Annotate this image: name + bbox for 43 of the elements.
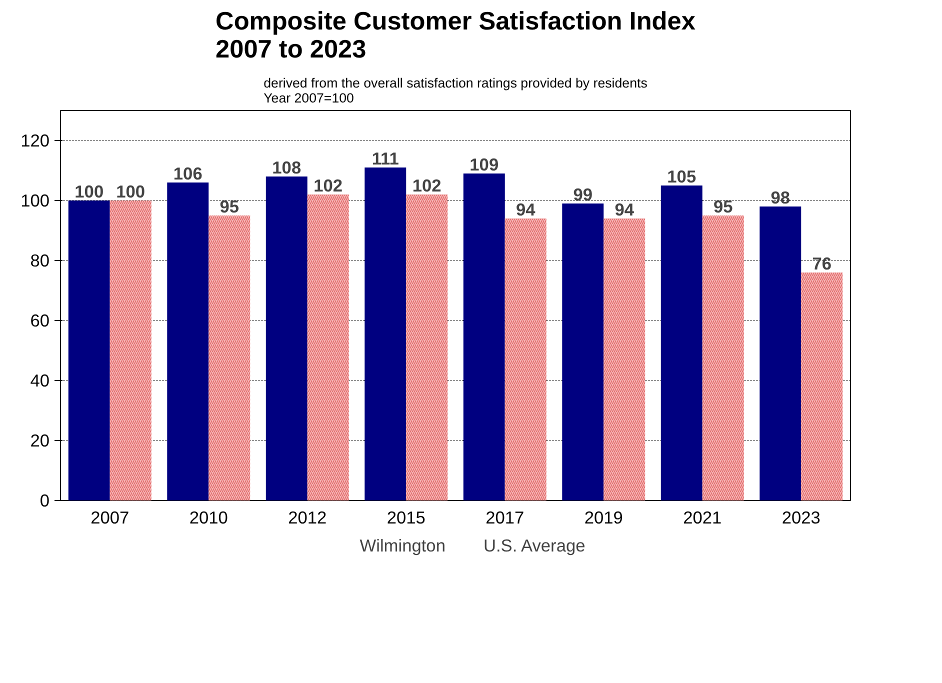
data-label: 111 <box>372 148 400 168</box>
data-label: 108 <box>272 158 302 178</box>
data-label: 109 <box>470 154 499 174</box>
data-label: 95 <box>713 196 734 216</box>
y-tick-label: 120 <box>20 130 50 150</box>
x-tick-label: 2007 <box>90 508 130 528</box>
bar <box>660 186 702 500</box>
bar <box>167 182 209 500</box>
data-label: 102 <box>412 176 442 196</box>
data-label: 98 <box>770 188 790 208</box>
bar <box>760 206 802 500</box>
bar <box>463 174 505 500</box>
chart-title: Composite Customer Satisfaction Index 2007 to 2023 <box>216 8 696 64</box>
text: U.S. Average <box>483 536 586 556</box>
text: Wilmington <box>360 536 446 556</box>
data-label: 95 <box>220 196 240 216</box>
data-label: 105 <box>667 166 696 186</box>
chart-subtitle: derived from the overall satisfaction ratings provided by residents Year 2007=100 <box>264 76 648 106</box>
bar <box>562 204 604 500</box>
y-tick-label: 0 <box>40 490 50 510</box>
bar <box>68 200 110 500</box>
data-label: 102 <box>314 176 343 196</box>
data-label: 100 <box>116 182 146 202</box>
data-label: 99 <box>573 184 593 204</box>
y-tick-label: 20 <box>30 430 50 450</box>
y-tick-label: 40 <box>30 370 50 390</box>
x-tick-label: 2023 <box>782 508 820 528</box>
x-tick-label: 2019 <box>584 508 623 528</box>
y-tick-label: 80 <box>30 250 50 270</box>
data-label: 106 <box>173 164 203 184</box>
data-label: 94 <box>614 200 634 220</box>
y-tick-label: 60 <box>30 310 50 330</box>
y-tick-label: 100 <box>20 190 50 210</box>
data-label: 76 <box>812 254 832 274</box>
x-tick-label: 2017 <box>486 508 524 528</box>
data-label: 94 <box>516 200 536 220</box>
x-tick-label: 2012 <box>288 508 327 528</box>
bar <box>266 176 308 500</box>
bar <box>364 168 406 500</box>
x-tick-label: 2021 <box>683 508 722 528</box>
data-label: 100 <box>74 182 104 202</box>
x-tick-label: 2010 <box>189 508 228 528</box>
x-tick-label: 2015 <box>386 508 426 528</box>
